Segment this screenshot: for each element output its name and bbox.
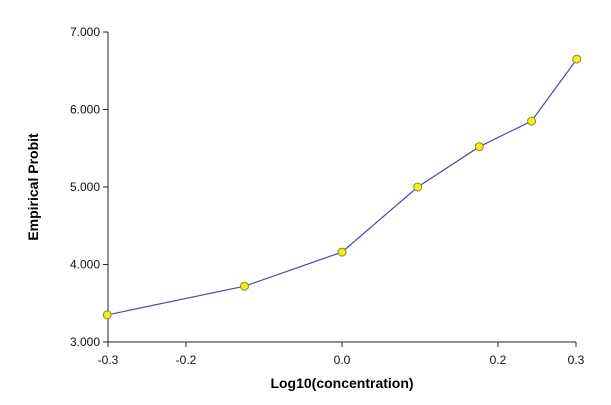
y-ticks: 3.000 4.000 5.000 6.000 7.000: [70, 25, 108, 349]
data-point: [240, 281, 249, 291]
x-tick-label: 0.0: [334, 353, 351, 367]
data-point: [474, 142, 484, 152]
data-point: [337, 247, 347, 257]
series-line: [107, 58, 578, 316]
y-axis-title: Empirical Probit: [25, 133, 41, 241]
x-tick-label: 0.2: [490, 353, 507, 367]
data-point: [527, 116, 537, 126]
y-tick-label: 7.000: [70, 25, 100, 39]
x-tick-label: 0.3: [568, 353, 585, 367]
x-tick-label: -0.2: [176, 353, 197, 367]
x-axis-title: Log10(concentration): [270, 375, 413, 391]
data-point: [102, 310, 112, 320]
y-tick-label: 4.000: [70, 258, 100, 272]
x-ticks: -0.3 -0.2 0.0 0.2 0.3: [98, 342, 585, 367]
series-layer: [102, 54, 582, 320]
y-tick-label: 6.000: [70, 103, 100, 117]
data-point: [572, 54, 582, 64]
x-tick-label: -0.3: [98, 353, 119, 367]
y-tick-label: 5.000: [70, 180, 100, 194]
axes: [107, 32, 576, 343]
y-tick-label: 3.000: [70, 335, 100, 349]
data-point: [413, 182, 423, 192]
